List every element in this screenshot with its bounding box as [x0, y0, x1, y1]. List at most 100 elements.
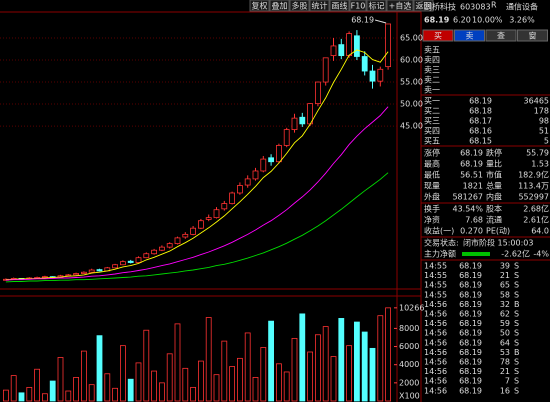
trade-side: B	[514, 300, 520, 309]
trade-price: 68.19	[459, 386, 482, 395]
volume-bar	[283, 371, 290, 402]
trade-time: 14:56	[424, 310, 447, 319]
candle-body	[205, 217, 212, 220]
volume-bar	[18, 392, 25, 402]
bid-volume: 36465	[524, 97, 549, 106]
y-tick-label: 65.00	[400, 34, 423, 43]
volume-bar	[307, 351, 314, 402]
toolbar-button[interactable]	[366, 0, 387, 12]
action-button[interactable]	[517, 29, 548, 42]
toolbar-label[interactable]: 返回	[416, 2, 432, 11]
trade-time: 14:55	[424, 281, 447, 290]
trade-volume: 62	[500, 310, 510, 319]
volume-bar	[322, 326, 329, 402]
candle-body	[236, 185, 243, 194]
candle-body	[221, 203, 228, 210]
action-label[interactable]: 查	[497, 31, 505, 41]
toolbar-button[interactable]	[413, 0, 434, 12]
trade-time: 14:56	[424, 329, 447, 338]
candle-body	[174, 237, 181, 245]
flow-pct: -4%	[533, 250, 549, 259]
trade-time: 14:56	[424, 319, 447, 328]
toolbar-label[interactable]: +自选	[389, 1, 412, 11]
action-button[interactable]	[485, 29, 517, 42]
volume-bar	[268, 320, 275, 402]
volume-bar	[361, 331, 368, 402]
volume-bar	[112, 387, 118, 402]
trade-price: 68.19	[459, 319, 482, 328]
volume-bar	[3, 389, 9, 402]
trade-side: S	[514, 367, 519, 376]
stat-value: 43.54%	[452, 205, 483, 214]
volume-bar	[197, 360, 204, 402]
volume-tick-label: 8000	[399, 324, 419, 333]
trade-time: 14:56	[424, 300, 447, 309]
action-label[interactable]: 买	[434, 32, 442, 41]
stat-value: 0.270	[460, 227, 483, 236]
candle-body	[283, 129, 290, 146]
trade-volume: 39	[500, 262, 510, 271]
candle-body	[330, 45, 337, 57]
flow-label: 主力净额	[424, 249, 456, 259]
sector: 通信设备	[506, 2, 538, 12]
candle-body	[338, 44, 345, 57]
bid-price: 68.15	[469, 137, 492, 146]
high-label: 68.19	[351, 15, 374, 24]
trade-side: S	[514, 290, 519, 299]
candle-body	[322, 57, 329, 83]
action-label[interactable]: 窗	[529, 31, 537, 41]
candle-body	[353, 35, 360, 57]
toolbar-button[interactable]	[269, 0, 290, 12]
candle-body	[127, 260, 134, 263]
toolbar-label[interactable]: 标记	[369, 1, 385, 11]
toolbar-button[interactable]	[329, 0, 350, 12]
candle-body	[143, 253, 150, 259]
candle-body	[385, 23, 392, 68]
volume-bar	[88, 384, 95, 402]
action-button[interactable]	[454, 29, 485, 42]
volume-bar	[244, 332, 251, 402]
volume-bar	[229, 366, 236, 402]
candle-body	[73, 273, 79, 276]
toolbar-label[interactable]: 统计	[312, 1, 328, 11]
candle-body	[252, 170, 259, 180]
toolbar-label[interactable]: 叠加	[272, 1, 288, 11]
moving-average	[5, 49, 389, 281]
toolbar-button[interactable]	[249, 0, 270, 12]
toolbar-button[interactable]	[386, 0, 414, 12]
stat-label: 换手	[424, 204, 440, 214]
toolbar-label[interactable]: 复权	[252, 1, 268, 11]
stat-value: 55.79	[526, 149, 549, 158]
candle-body	[299, 116, 306, 125]
price-change: 6.20	[453, 16, 471, 25]
toolbar-label[interactable]: 画线	[332, 1, 348, 11]
volume-bar	[260, 347, 267, 402]
toolbar-button[interactable]	[289, 0, 310, 12]
volume-bar	[252, 377, 259, 402]
toolbar-label[interactable]: F10	[351, 2, 366, 11]
trade-price: 68.19	[459, 358, 482, 367]
trade-volume: 21	[500, 367, 510, 376]
toolbar-button[interactable]	[309, 0, 330, 12]
bid-label: 买一	[424, 97, 440, 106]
moving-average	[5, 106, 389, 281]
candle-body	[369, 70, 376, 82]
trade-price: 68.19	[459, 310, 482, 319]
volume-bar	[236, 357, 243, 402]
trade-price: 68.19	[459, 377, 482, 386]
bid-label: 买二	[424, 107, 440, 116]
stat-label: 跌停	[486, 148, 502, 158]
trade-time: 14:56	[424, 367, 447, 376]
stat-label: 净资	[424, 215, 440, 225]
toolbar-button[interactable]	[349, 0, 367, 12]
candle-body	[268, 157, 275, 163]
toolbar-label[interactable]: 多股	[292, 1, 308, 11]
action-button[interactable]	[422, 29, 454, 42]
volume-bar	[353, 321, 360, 402]
volume-bar	[26, 386, 33, 402]
action-label[interactable]: 卖	[466, 32, 474, 41]
volume-bar	[158, 382, 165, 402]
trade-side: S	[514, 319, 519, 328]
candle-body	[346, 33, 353, 57]
trade-price: 68.19	[459, 262, 482, 271]
